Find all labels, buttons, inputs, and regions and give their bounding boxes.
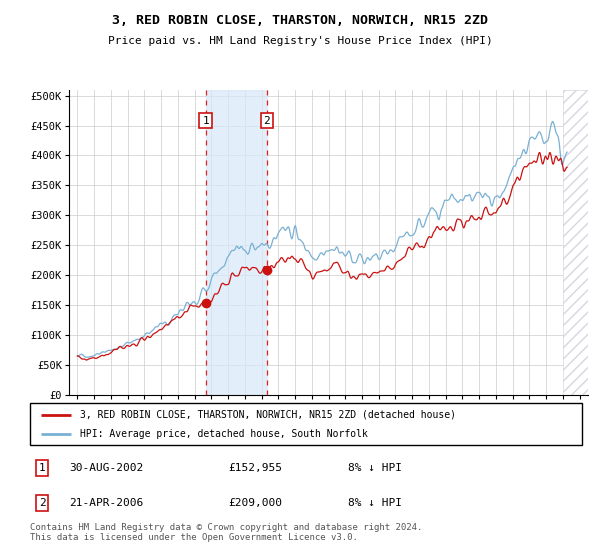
Bar [563, 90, 588, 395]
Text: £152,955: £152,955 [228, 463, 282, 473]
Bar [563, 90, 588, 395]
Text: 2: 2 [38, 498, 46, 508]
Text: 3, RED ROBIN CLOSE, THARSTON, NORWICH, NR15 2ZD: 3, RED ROBIN CLOSE, THARSTON, NORWICH, N… [112, 14, 488, 27]
Text: 8% ↓ HPI: 8% ↓ HPI [348, 498, 402, 508]
Text: HPI: Average price, detached house, South Norfolk: HPI: Average price, detached house, Sout… [80, 429, 368, 439]
Text: 2: 2 [263, 116, 270, 125]
Text: 1: 1 [202, 116, 209, 125]
Text: Contains HM Land Registry data © Crown copyright and database right 2024.
This d: Contains HM Land Registry data © Crown c… [30, 523, 422, 543]
Text: 1: 1 [38, 463, 46, 473]
Text: 30-AUG-2002: 30-AUG-2002 [69, 463, 143, 473]
Text: 21-APR-2006: 21-APR-2006 [69, 498, 143, 508]
Text: £209,000: £209,000 [228, 498, 282, 508]
Text: Price paid vs. HM Land Registry's House Price Index (HPI): Price paid vs. HM Land Registry's House … [107, 36, 493, 46]
Text: 8% ↓ HPI: 8% ↓ HPI [348, 463, 402, 473]
Text: 3, RED ROBIN CLOSE, THARSTON, NORWICH, NR15 2ZD (detached house): 3, RED ROBIN CLOSE, THARSTON, NORWICH, N… [80, 409, 455, 419]
Bar [206, 90, 267, 395]
